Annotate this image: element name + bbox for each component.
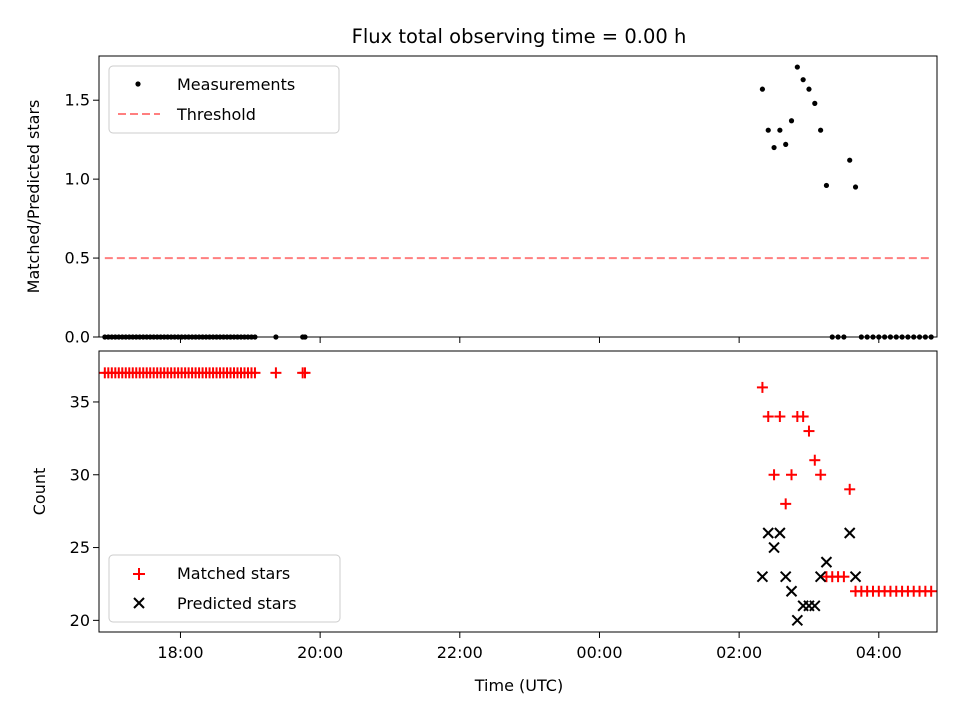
matched-point xyxy=(925,585,937,597)
y-axis-label-ratio: Matched/Predicted stars xyxy=(24,100,43,294)
matched-point xyxy=(786,469,798,481)
measurement-point xyxy=(852,184,859,190)
predicted-point xyxy=(844,527,856,539)
x-tick-label: 22:00 xyxy=(437,643,483,662)
chart-title: Flux total observing time = 0.00 h xyxy=(352,25,687,48)
legend-marker-matched xyxy=(133,568,145,580)
predicted-point xyxy=(809,600,821,612)
x-tick-label: 00:00 xyxy=(576,643,622,662)
y-tick-label: 0.5 xyxy=(65,249,90,268)
matched-point xyxy=(299,367,311,379)
matched-point xyxy=(774,411,786,423)
measurement-point xyxy=(777,127,783,133)
legend-box-count xyxy=(108,554,341,623)
y-tick-label: 20 xyxy=(70,611,90,630)
matched-point xyxy=(270,367,282,379)
legend-label-predicted: Predicted stars xyxy=(177,594,297,613)
predicted-point xyxy=(791,614,804,627)
y-ticks-count: 20 25 30 35 xyxy=(70,392,99,630)
legend-label-measurements: Measurements xyxy=(177,75,295,94)
legend-marker-measurements xyxy=(135,81,141,87)
measurement-point xyxy=(847,157,853,163)
matched-point xyxy=(809,454,821,466)
y-tick-label: 30 xyxy=(70,465,90,484)
y-axis-label-count: Count xyxy=(30,468,49,516)
y-tick-label: 25 xyxy=(70,538,90,557)
measurement-point xyxy=(771,144,777,151)
predicted-point xyxy=(849,570,862,583)
y-tick-label: 1.0 xyxy=(65,170,90,189)
plot-frame-ratio xyxy=(98,55,938,338)
series-matched-stars xyxy=(99,367,937,597)
x-tick-label: 04:00 xyxy=(856,643,902,662)
measurement-point xyxy=(783,141,789,148)
matched-point xyxy=(249,367,261,379)
predicted-point xyxy=(762,527,774,539)
legend-label-matched: Matched stars xyxy=(177,564,290,583)
measurement-point xyxy=(794,64,800,70)
measurement-point xyxy=(800,77,806,83)
x-tick-label: 20:00 xyxy=(297,643,343,662)
series-predicted-stars xyxy=(756,527,862,627)
matched-point xyxy=(756,381,768,393)
matched-point xyxy=(815,469,827,481)
x-axis-label: Time (UTC) xyxy=(474,676,563,695)
matched-point xyxy=(797,411,809,423)
x-tick-label: 02:00 xyxy=(716,643,762,662)
matched-point xyxy=(803,425,815,437)
legend-box-ratio xyxy=(108,65,340,134)
matched-point xyxy=(844,483,856,495)
legend-ratio: Measurements Threshold xyxy=(108,65,340,134)
predicted-point xyxy=(779,570,792,583)
matched-point xyxy=(768,469,780,481)
predicted-point xyxy=(814,570,827,583)
y-tick-label: 35 xyxy=(70,392,90,411)
matched-point xyxy=(838,571,850,583)
plot-frame-count xyxy=(98,350,938,633)
measurement-point xyxy=(788,118,795,124)
x-tick-label: 18:00 xyxy=(157,643,203,662)
measurement-point xyxy=(806,86,812,92)
legend-count: Matched stars Predicted stars xyxy=(108,554,341,623)
matched-point xyxy=(780,498,792,510)
marks-count xyxy=(99,367,937,627)
measurement-point xyxy=(818,127,824,133)
y-tick-label: 0.0 xyxy=(65,328,90,347)
predicted-point xyxy=(768,541,780,554)
measurement-point xyxy=(759,86,766,92)
panel-ratio: 0.0 0.5 1.0 1.5 Matched/Predicted stars Mea… xyxy=(24,55,938,347)
y-tick-label: 1.5 xyxy=(65,91,90,110)
measurement-point xyxy=(765,127,771,133)
predicted-point xyxy=(785,585,798,597)
predicted-point xyxy=(756,570,769,583)
legend-marker-predicted xyxy=(133,597,145,609)
x-ticks-ratio xyxy=(179,337,880,343)
predicted-point xyxy=(820,556,833,568)
legend-label-threshold: Threshold xyxy=(176,105,256,124)
x-ticks-count: 18:00 20:00 22:00 00:00 02:00 04:00 xyxy=(157,632,902,662)
y-ticks-ratio: 0.0 0.5 1.0 1.5 xyxy=(65,91,99,347)
measurement-point xyxy=(812,100,818,106)
matched-point xyxy=(762,411,774,423)
measurement-point xyxy=(823,182,830,189)
predicted-point xyxy=(774,527,786,539)
